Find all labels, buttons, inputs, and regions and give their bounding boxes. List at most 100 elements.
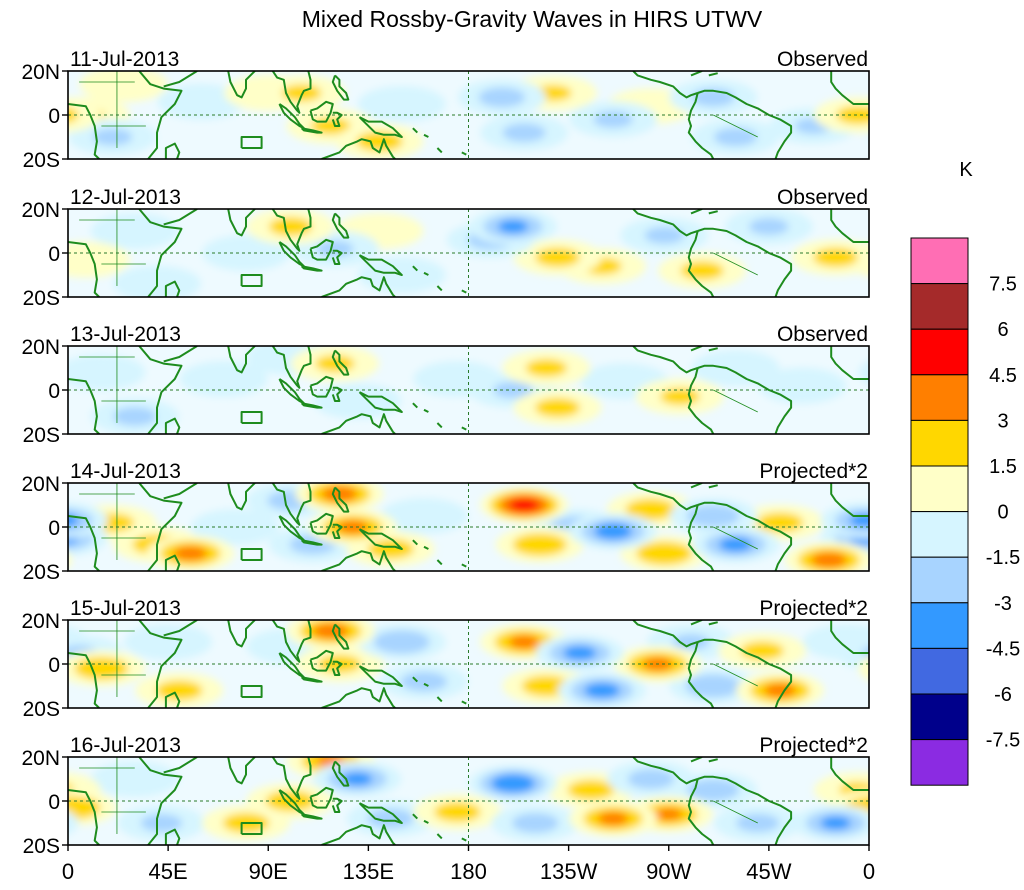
coastline xyxy=(436,696,443,703)
x-tick-label: 135E xyxy=(343,859,394,884)
coastline xyxy=(240,685,263,698)
colorbar-box xyxy=(910,283,969,330)
panel: 20N 0 20S 14-Jul-2013 Projected*2 xyxy=(21,460,870,584)
coastline xyxy=(331,212,350,239)
coastline xyxy=(412,127,419,134)
anomaly-blob xyxy=(68,102,90,128)
coastline xyxy=(163,620,198,637)
y-tick-label: 0 xyxy=(48,517,60,540)
coastline xyxy=(461,700,467,705)
panel: 20N 0 20S 15-Jul-2013 Projected*2 xyxy=(21,597,870,721)
coastline xyxy=(227,346,256,374)
coastline xyxy=(331,249,343,265)
anomaly-blob xyxy=(644,544,685,562)
coastline xyxy=(240,136,263,149)
anomaly-blob xyxy=(268,217,313,236)
anomaly-blob xyxy=(71,359,132,385)
anomaly-blob xyxy=(868,112,869,118)
coastline xyxy=(358,802,403,824)
coastline xyxy=(300,402,323,409)
coastline xyxy=(708,484,718,489)
anomaly-blob xyxy=(584,682,620,699)
anomaly-blob xyxy=(881,66,969,102)
coastline xyxy=(68,789,100,845)
y-tick-label: 20S xyxy=(23,149,60,172)
colorbar-label: -6 xyxy=(994,684,1012,706)
colorbar-box xyxy=(910,465,969,513)
panel: 20N 0 20S 11-Jul-2013 Observed xyxy=(21,48,969,172)
coastline xyxy=(300,676,323,683)
border-lines xyxy=(79,757,758,834)
anomaly-blob xyxy=(502,123,546,142)
y-tick-label: 20S xyxy=(23,424,60,447)
coastline xyxy=(138,620,183,708)
colorbar-box xyxy=(910,556,969,604)
coastlines xyxy=(68,483,869,571)
coastline xyxy=(163,346,198,363)
anomaly-blob xyxy=(811,552,847,568)
anomaly-blob xyxy=(12,814,57,833)
coastline xyxy=(240,548,263,561)
anomaly-blob xyxy=(508,498,540,512)
coastline xyxy=(461,837,467,842)
panel-label: Projected*2 xyxy=(759,460,868,483)
x-tick-label: 90E xyxy=(249,859,288,884)
anomaly-blob xyxy=(511,813,559,833)
anomaly-blob xyxy=(312,623,349,639)
coastline xyxy=(331,486,350,513)
coastline xyxy=(68,241,100,297)
coastline xyxy=(309,238,334,261)
colorbar-label: -4.5 xyxy=(986,638,1020,660)
colorbar-label: 6 xyxy=(997,319,1008,341)
coastline xyxy=(164,417,181,434)
anomaly-blob xyxy=(521,536,559,553)
coastline xyxy=(138,483,183,571)
colorbar-box xyxy=(910,739,969,786)
coastline xyxy=(240,411,263,424)
coastline xyxy=(164,142,181,159)
anomaly-blob xyxy=(695,508,731,524)
anomaly-blob xyxy=(82,660,120,677)
anomaly-blob xyxy=(680,261,724,280)
coastline xyxy=(412,676,419,683)
coastline xyxy=(163,757,198,774)
anomaly-blob xyxy=(899,73,950,94)
anomaly-blob xyxy=(813,247,859,267)
coastline xyxy=(68,652,100,708)
panel: 20N 0 20S 13-Jul-2013 Observed xyxy=(21,323,870,447)
panel-date: 14-Jul-2013 xyxy=(70,460,181,483)
panel: 20N 0 20S 16-Jul-2013 Projected*2 xyxy=(12,734,870,858)
y-tick-label: 20N xyxy=(21,610,60,633)
coastline xyxy=(321,413,396,434)
coastline xyxy=(309,512,334,535)
coastline xyxy=(164,280,181,297)
anomaly-blob xyxy=(497,219,529,234)
anomaly-blob xyxy=(849,513,869,528)
coastline xyxy=(271,757,312,800)
y-tick-label: 20S xyxy=(23,561,60,584)
panel-label: Observed xyxy=(777,48,868,71)
anomaly-blob xyxy=(496,776,530,791)
anomaly-blob xyxy=(393,503,455,529)
coastline xyxy=(461,426,467,431)
coastline xyxy=(697,227,793,297)
anomaly-blob xyxy=(836,105,869,125)
anomaly-blob xyxy=(172,89,231,115)
anomaly-blob xyxy=(68,107,79,123)
anomaly-blob xyxy=(600,525,626,538)
colorbar-label: -1.5 xyxy=(986,547,1020,569)
anomaly-blob xyxy=(756,512,804,533)
anomaly-blob xyxy=(764,683,796,698)
coastline xyxy=(358,665,403,687)
y-tick-label: 20S xyxy=(23,698,60,721)
coastline xyxy=(632,757,699,785)
coastline xyxy=(830,346,869,380)
coastline xyxy=(240,822,263,835)
anomaly-blob xyxy=(367,539,414,559)
panel-date: 11-Jul-2013 xyxy=(70,48,179,71)
anomaly-blob xyxy=(68,811,79,835)
coastline xyxy=(227,483,256,511)
coastline xyxy=(708,758,718,763)
coastline xyxy=(309,649,334,672)
coastline xyxy=(309,100,334,123)
